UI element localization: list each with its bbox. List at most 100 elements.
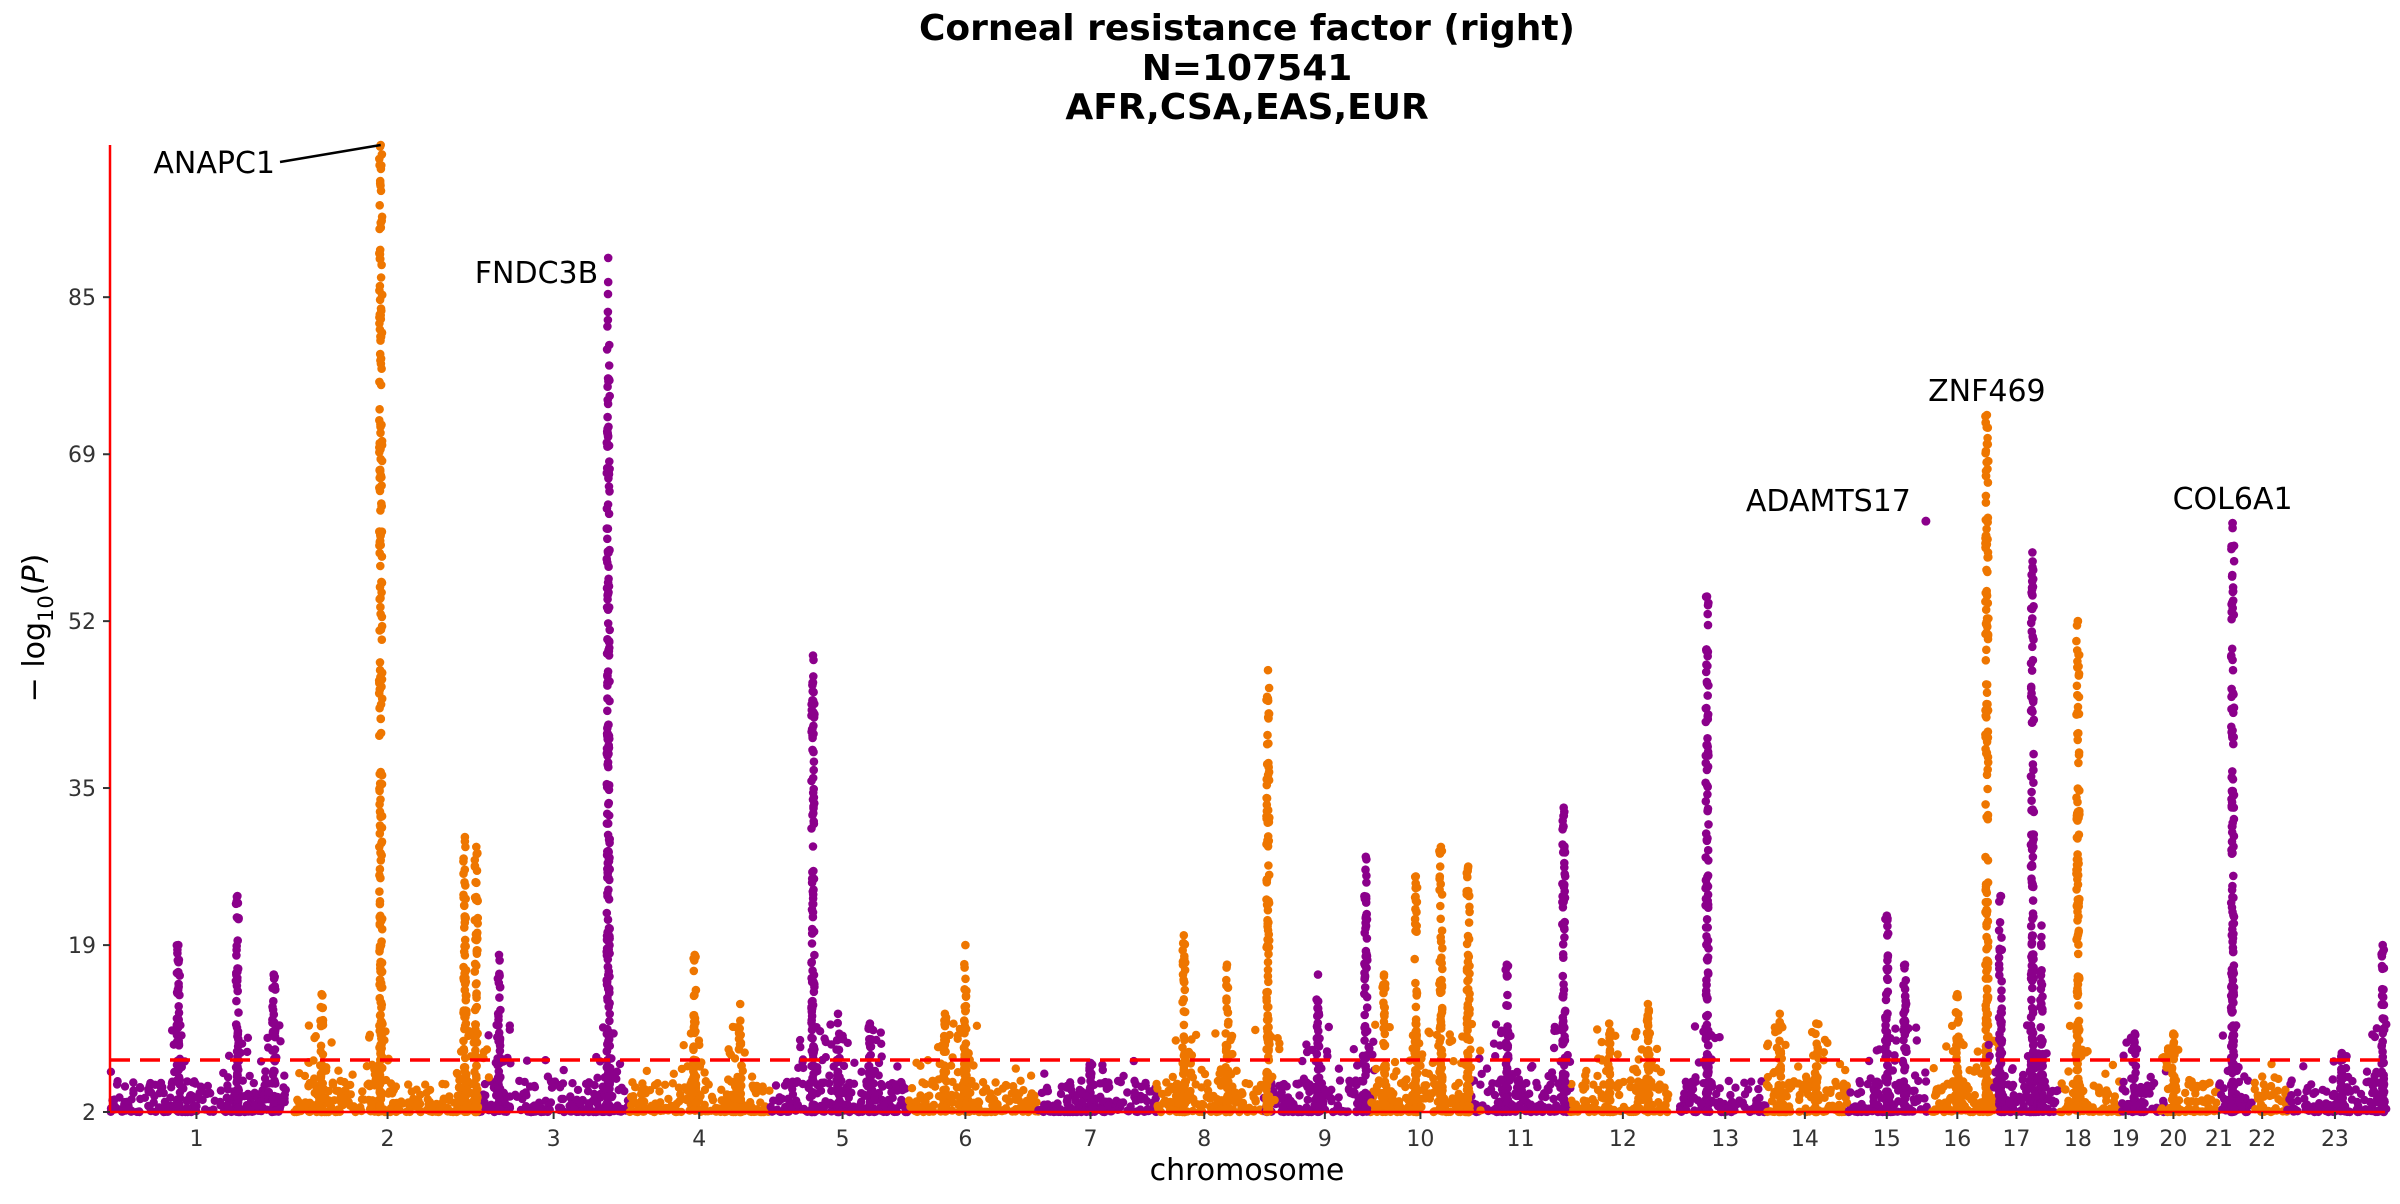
snp-point	[2192, 1081, 2202, 1091]
snp-point	[825, 1071, 834, 1080]
snp-point	[268, 1095, 278, 1105]
snp-point	[1463, 1093, 1473, 1102]
snp-point	[1264, 1002, 1273, 1012]
snp-point	[1794, 1062, 1803, 1071]
snp-point	[833, 1082, 842, 1092]
snp-point	[1180, 1007, 1190, 1017]
snp-point	[758, 1087, 767, 1096]
snp-point	[805, 1093, 815, 1102]
snp-point	[439, 1094, 448, 1103]
snp-point	[1661, 1089, 1671, 1098]
snp-point	[731, 1102, 740, 1111]
snp-point	[630, 1097, 639, 1107]
snp-point	[1011, 1088, 1021, 1097]
snp-point	[1679, 1094, 1688, 1103]
snp-point	[375, 377, 384, 387]
snp-point	[606, 1063, 615, 1073]
snp-point	[1251, 1025, 1260, 1035]
snp-point	[602, 908, 612, 918]
snp-point	[740, 1048, 749, 1057]
peak-chr10-23	[1399, 872, 1430, 1117]
snp-point	[2272, 1106, 2281, 1115]
snp-point	[495, 993, 504, 1002]
snp-point	[1558, 825, 1567, 834]
snp-point	[1361, 911, 1371, 921]
snp-point	[1540, 1089, 1549, 1098]
snp-point	[300, 1071, 310, 1081]
snp-point	[1213, 1076, 1223, 1086]
snp-point	[2203, 1094, 2212, 1103]
snp-point	[700, 1068, 709, 1077]
snp-point	[249, 1078, 258, 1088]
snp-point	[2299, 1062, 2308, 1071]
snp-point	[1162, 1078, 1171, 1087]
snp-point	[1851, 1102, 1860, 1111]
snp-point	[1365, 1044, 1374, 1053]
snp-point	[376, 540, 386, 550]
snp-point	[953, 1034, 962, 1044]
snp-point	[1501, 1106, 1510, 1115]
snp-point	[1494, 1097, 1504, 1107]
snp-point	[604, 637, 614, 647]
snp-point	[1454, 1078, 1464, 1088]
peak-top-point	[317, 989, 326, 999]
snp-point	[603, 706, 612, 716]
snp-point	[603, 681, 612, 690]
snp-point	[455, 1076, 464, 1085]
snp-point	[1358, 1051, 1368, 1061]
snp-point	[808, 899, 818, 909]
snp-point	[232, 996, 241, 1006]
peak-top-point	[833, 1009, 843, 1019]
snp-point	[912, 1058, 921, 1068]
snp-point	[377, 212, 387, 222]
snp-point	[377, 958, 387, 968]
snp-point	[1421, 1094, 1430, 1103]
snp-point	[1263, 971, 1273, 981]
snp-point	[460, 1063, 470, 1072]
snp-point	[1410, 954, 1419, 964]
snp-point	[1361, 894, 1371, 904]
snp-point	[112, 1080, 122, 1089]
snp-point	[120, 1082, 130, 1091]
snp-point	[376, 728, 386, 738]
snp-point	[376, 164, 386, 174]
snp-point	[1401, 1082, 1410, 1092]
snp-point	[472, 895, 482, 904]
snp-point	[668, 1079, 677, 1088]
snp-point	[961, 991, 971, 1001]
snp-point	[1463, 1082, 1473, 1091]
snp-point	[2293, 1096, 2302, 1106]
snp-point	[1263, 922, 1272, 931]
snp-point	[573, 1085, 583, 1095]
snp-point	[960, 1017, 969, 1027]
snp-point	[604, 895, 614, 904]
snp-point	[375, 405, 384, 414]
snp-point	[1262, 993, 1271, 1003]
snp-point	[863, 1082, 872, 1091]
snp-point	[733, 1072, 742, 1082]
snp-point	[1278, 1102, 1287, 1111]
snp-point	[604, 574, 613, 584]
snp-point	[608, 1104, 618, 1113]
snp-point	[127, 1095, 136, 1104]
snp-point	[376, 998, 386, 1007]
snp-point	[576, 1099, 585, 1108]
snp-point	[268, 1079, 278, 1088]
snp-point	[174, 982, 183, 992]
snp-point	[375, 582, 385, 592]
snp-point	[149, 1098, 158, 1107]
snp-point	[1549, 1094, 1558, 1104]
peak-top-point	[494, 950, 504, 960]
snp-point	[1362, 934, 1372, 943]
snp-point	[1392, 1067, 1401, 1076]
snp-point	[1011, 1064, 1020, 1073]
snp-point	[1871, 1079, 1880, 1088]
snp-point	[795, 1035, 805, 1045]
snp-point	[1785, 1084, 1794, 1093]
snp-point	[689, 966, 699, 976]
snp-point	[1839, 1089, 1848, 1099]
snp-point	[471, 877, 480, 887]
snp-point	[222, 1093, 231, 1102]
snp-point	[603, 534, 612, 544]
snp-point	[2046, 1088, 2055, 1097]
